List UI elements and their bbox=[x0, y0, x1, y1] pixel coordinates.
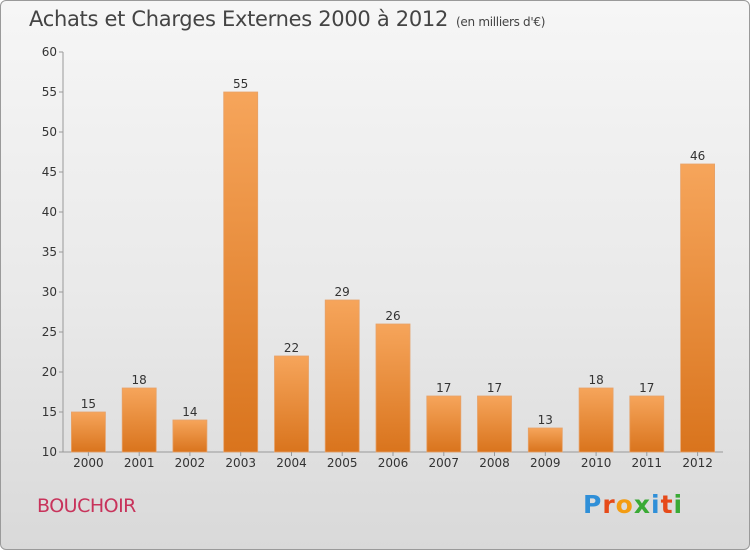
x-tick-label: 2003 bbox=[225, 456, 256, 470]
x-tick-label: 2000 bbox=[73, 456, 104, 470]
data-label: 46 bbox=[690, 149, 705, 163]
x-tick-label: 2012 bbox=[682, 456, 713, 470]
data-label: 17 bbox=[487, 381, 502, 395]
data-label: 22 bbox=[284, 341, 299, 355]
data-label: 29 bbox=[335, 285, 350, 299]
data-label: 26 bbox=[385, 309, 400, 323]
bar bbox=[223, 91, 259, 453]
logo-letter: o bbox=[615, 490, 634, 519]
y-tick-label: 55 bbox=[42, 85, 57, 99]
y-tick-label: 35 bbox=[42, 245, 57, 259]
data-label: 15 bbox=[81, 397, 96, 411]
x-tick-label: 2006 bbox=[378, 456, 409, 470]
chart-subtitle: (en milliers d'€) bbox=[456, 15, 546, 29]
x-tick-label: 2009 bbox=[530, 456, 561, 470]
chart-title: Achats et Charges Externes 2000 à 2012 (e… bbox=[29, 7, 545, 31]
bar bbox=[274, 355, 309, 453]
bar bbox=[172, 419, 208, 453]
logo-letter: t bbox=[660, 490, 674, 519]
bar bbox=[324, 299, 360, 453]
data-label: 55 bbox=[233, 77, 248, 91]
bar bbox=[375, 323, 411, 453]
title-text: Achats et Charges Externes 2000 à 2012 bbox=[29, 7, 449, 31]
x-tick-label: 2004 bbox=[276, 456, 307, 470]
x-tick-label: 2011 bbox=[632, 456, 663, 470]
data-label: 17 bbox=[436, 381, 451, 395]
bar bbox=[578, 387, 614, 453]
bar bbox=[629, 395, 665, 453]
data-label: 13 bbox=[538, 413, 553, 427]
y-tick-label: 30 bbox=[42, 285, 57, 299]
logo-letter: i bbox=[673, 490, 684, 519]
y-tick-label: 40 bbox=[42, 205, 57, 219]
bar bbox=[426, 395, 462, 453]
proxiti-logo: Proxiti bbox=[583, 490, 683, 519]
bar bbox=[121, 387, 157, 453]
bar bbox=[71, 411, 106, 453]
data-label: 18 bbox=[132, 373, 147, 387]
x-tick-label: 2002 bbox=[175, 456, 206, 470]
data-label: 14 bbox=[182, 405, 197, 419]
logo-letter: i bbox=[651, 490, 661, 519]
y-tick-label: 60 bbox=[42, 45, 57, 59]
y-tick-label: 25 bbox=[42, 325, 57, 339]
y-tick-label: 10 bbox=[42, 445, 57, 459]
data-label: 18 bbox=[588, 373, 603, 387]
logo-letter: r bbox=[602, 490, 616, 519]
commune-name: BOUCHOIR bbox=[37, 495, 136, 517]
y-tick-label: 50 bbox=[42, 125, 57, 139]
x-tick-label: 2001 bbox=[124, 456, 155, 470]
x-tick-label: 2008 bbox=[479, 456, 510, 470]
x-tick-label: 2007 bbox=[429, 456, 460, 470]
y-tick-label: 20 bbox=[42, 365, 57, 379]
y-tick-label: 15 bbox=[42, 405, 57, 419]
y-tick-label: 45 bbox=[42, 165, 57, 179]
bar bbox=[527, 427, 563, 453]
x-tick-label: 2005 bbox=[327, 456, 358, 470]
x-tick-label: 2010 bbox=[581, 456, 612, 470]
bar bbox=[477, 395, 512, 453]
data-label: 17 bbox=[639, 381, 654, 395]
bar bbox=[680, 163, 715, 453]
logo-letter: x bbox=[633, 490, 651, 519]
logo-letter: P bbox=[583, 490, 603, 519]
